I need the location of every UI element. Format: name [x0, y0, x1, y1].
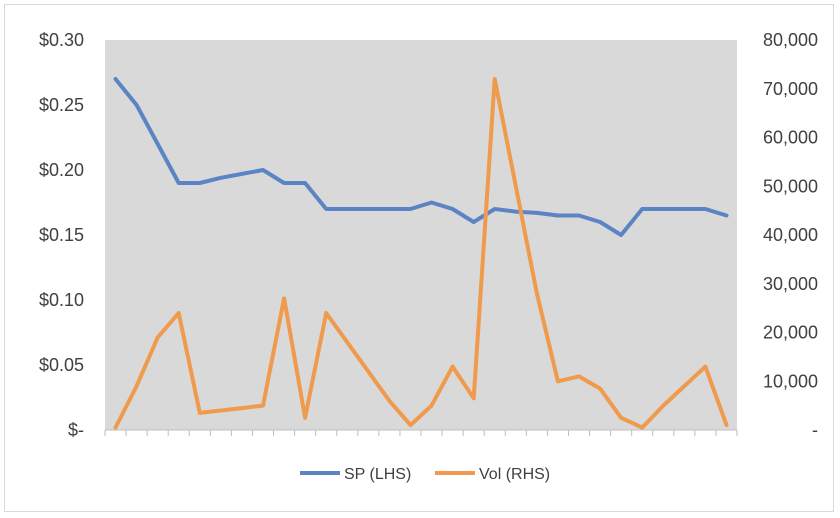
- left-tick-label: $0.05: [39, 355, 84, 375]
- series-line-sp-lhs: [113, 77, 729, 237]
- series-layer: [113, 77, 729, 430]
- plot-area: [105, 40, 737, 430]
- left-tick-label: $0.30: [39, 30, 84, 50]
- series-line-vol-rhs: [113, 77, 729, 430]
- right-tick-label: 40,000: [763, 225, 818, 245]
- right-tick-label: 20,000: [763, 323, 818, 343]
- legend-label: Vol (RHS): [479, 466, 550, 483]
- right-axis: - 10,000 20,000 30,000 40,000 50,000 60,000 70,…: [763, 30, 818, 440]
- left-tick-label: $0.20: [39, 160, 84, 180]
- x-axis: [104, 429, 738, 436]
- right-tick-label: 60,000: [763, 128, 818, 148]
- legend: SP (LHS) Vol (RHS): [300, 466, 550, 483]
- left-tick-label: $0.10: [39, 290, 84, 310]
- right-tick-label: 10,000: [763, 371, 818, 391]
- right-tick-label: 30,000: [763, 274, 818, 294]
- right-tick-label: -: [812, 420, 818, 440]
- left-tick-label: $-: [68, 420, 84, 440]
- left-tick-label: $0.25: [39, 95, 84, 115]
- left-axis: $- $0.05 $0.10 $0.15 $0.20 $0.25 $0.30: [39, 30, 84, 440]
- legend-label: SP (LHS): [344, 466, 411, 483]
- right-tick-label: 50,000: [763, 176, 818, 196]
- right-tick-label: 70,000: [763, 79, 818, 99]
- right-tick-label: 80,000: [763, 30, 818, 50]
- left-tick-label: $0.15: [39, 225, 84, 245]
